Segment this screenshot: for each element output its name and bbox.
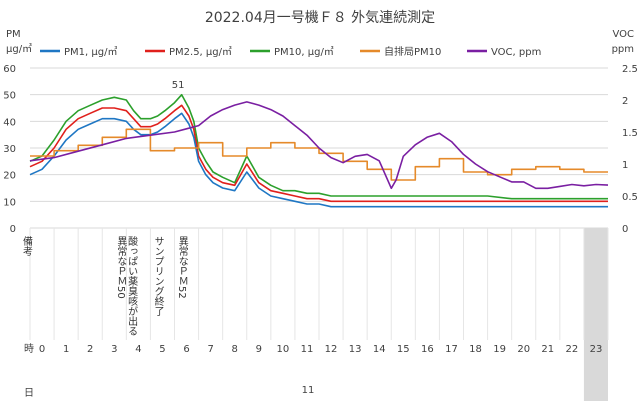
day-label: 11	[302, 385, 315, 396]
hour-label: 13	[349, 344, 362, 355]
series-line	[30, 128, 608, 181]
note-text: 酸っぱい薬臭咳が出る	[126, 235, 138, 336]
hour-label: 19	[493, 344, 506, 355]
lower-table	[29, 228, 609, 401]
hour-label: 9	[256, 344, 262, 355]
y-left-axis-unit: μg/㎥	[6, 42, 32, 55]
hour-label: 8	[232, 344, 238, 355]
y-right-ticks: 0 0.5 1 1.5 2 2.5	[622, 64, 638, 235]
series-line	[29, 112, 608, 208]
y-left-tick: 20	[3, 171, 16, 182]
row-note-label: 備考	[21, 235, 33, 257]
hour-label: 20	[517, 344, 530, 355]
note-text: 異常なＰＭ50	[115, 236, 127, 299]
hour-label: 0	[39, 344, 45, 355]
row-day-label: 日	[24, 388, 34, 399]
legend-item: PM1, μg/㎥	[64, 45, 117, 58]
hour-label: 22	[566, 344, 579, 355]
hour-label: 15	[397, 344, 410, 355]
note-text: サンプリング終了	[152, 236, 164, 316]
legend-item: VOC, ppm	[491, 47, 541, 58]
y-right-tick: 0	[622, 224, 628, 235]
series-line	[29, 93, 608, 200]
note-text: 異常なＰＭ52	[176, 236, 188, 299]
hour-label: 6	[183, 344, 189, 355]
hour-label: 18	[469, 344, 482, 355]
y-left-tick: 30	[3, 144, 16, 155]
y-left-tick: 10	[3, 197, 16, 208]
chart-title: 2022.04月一号機Ｆ８ 外気連続測定	[205, 9, 435, 26]
y-right-tick: 2	[622, 96, 628, 107]
y-left-ticks: 0 10 20 30 40 50 60	[3, 64, 16, 235]
series-line	[29, 104, 608, 203]
hour-label: 14	[373, 344, 386, 355]
legend-item: PM2.5, μg/㎥	[169, 45, 232, 58]
hour-label: 3	[111, 344, 117, 355]
peak-label: 51	[172, 80, 185, 91]
plot-area	[29, 93, 609, 208]
series-line	[29, 101, 609, 190]
hour-label: 10	[277, 344, 290, 355]
hour-label: 7	[207, 344, 213, 355]
hour-label: 23	[590, 344, 603, 355]
y-left-tick: 40	[3, 117, 16, 128]
hour-label: 21	[541, 344, 554, 355]
y-right-tick: 1.5	[622, 128, 638, 139]
annotations: 51 異常なＰＭ50 酸っぱい薬臭咳が出る サンプリング終了 異常なＰＭ52	[115, 80, 188, 336]
y-right-tick: 1	[622, 160, 628, 171]
row-hour-label: 時	[24, 343, 34, 355]
y-right-tick: 0.5	[622, 192, 638, 203]
legend-item: 自排局PM10	[384, 45, 441, 58]
y-left-tick: 0	[10, 224, 16, 235]
hour-label: 2	[87, 344, 93, 355]
hour-label: 5	[159, 344, 165, 355]
x-hour-labels: 0 1 2 3 4 5 6 7 8 9 10 11 12 13 14 15 16 17 18 19 20 21 22 23	[39, 344, 602, 355]
legend-item: PM10, μg/㎥	[274, 45, 334, 58]
hour-label: 12	[325, 344, 338, 355]
shaded-column	[583, 228, 608, 401]
legend: PM1, μg/㎥ PM2.5, μg/㎥ PM10, μg/㎥ 自排局PM10 VOC…	[40, 45, 541, 58]
y-right-tick: 2.5	[622, 64, 638, 75]
hour-label: 11	[301, 344, 314, 355]
y-left-tick: 50	[3, 91, 16, 102]
y-right-axis-label: VOC	[612, 29, 634, 40]
y-left-axis-label: PM	[6, 29, 21, 40]
hour-label: 4	[135, 344, 141, 355]
hour-label: 1	[63, 344, 69, 355]
y-right-axis-unit: ppm	[612, 44, 634, 55]
y-left-tick: 60	[3, 64, 16, 75]
hour-label: 16	[421, 344, 434, 355]
hour-label: 17	[445, 344, 458, 355]
